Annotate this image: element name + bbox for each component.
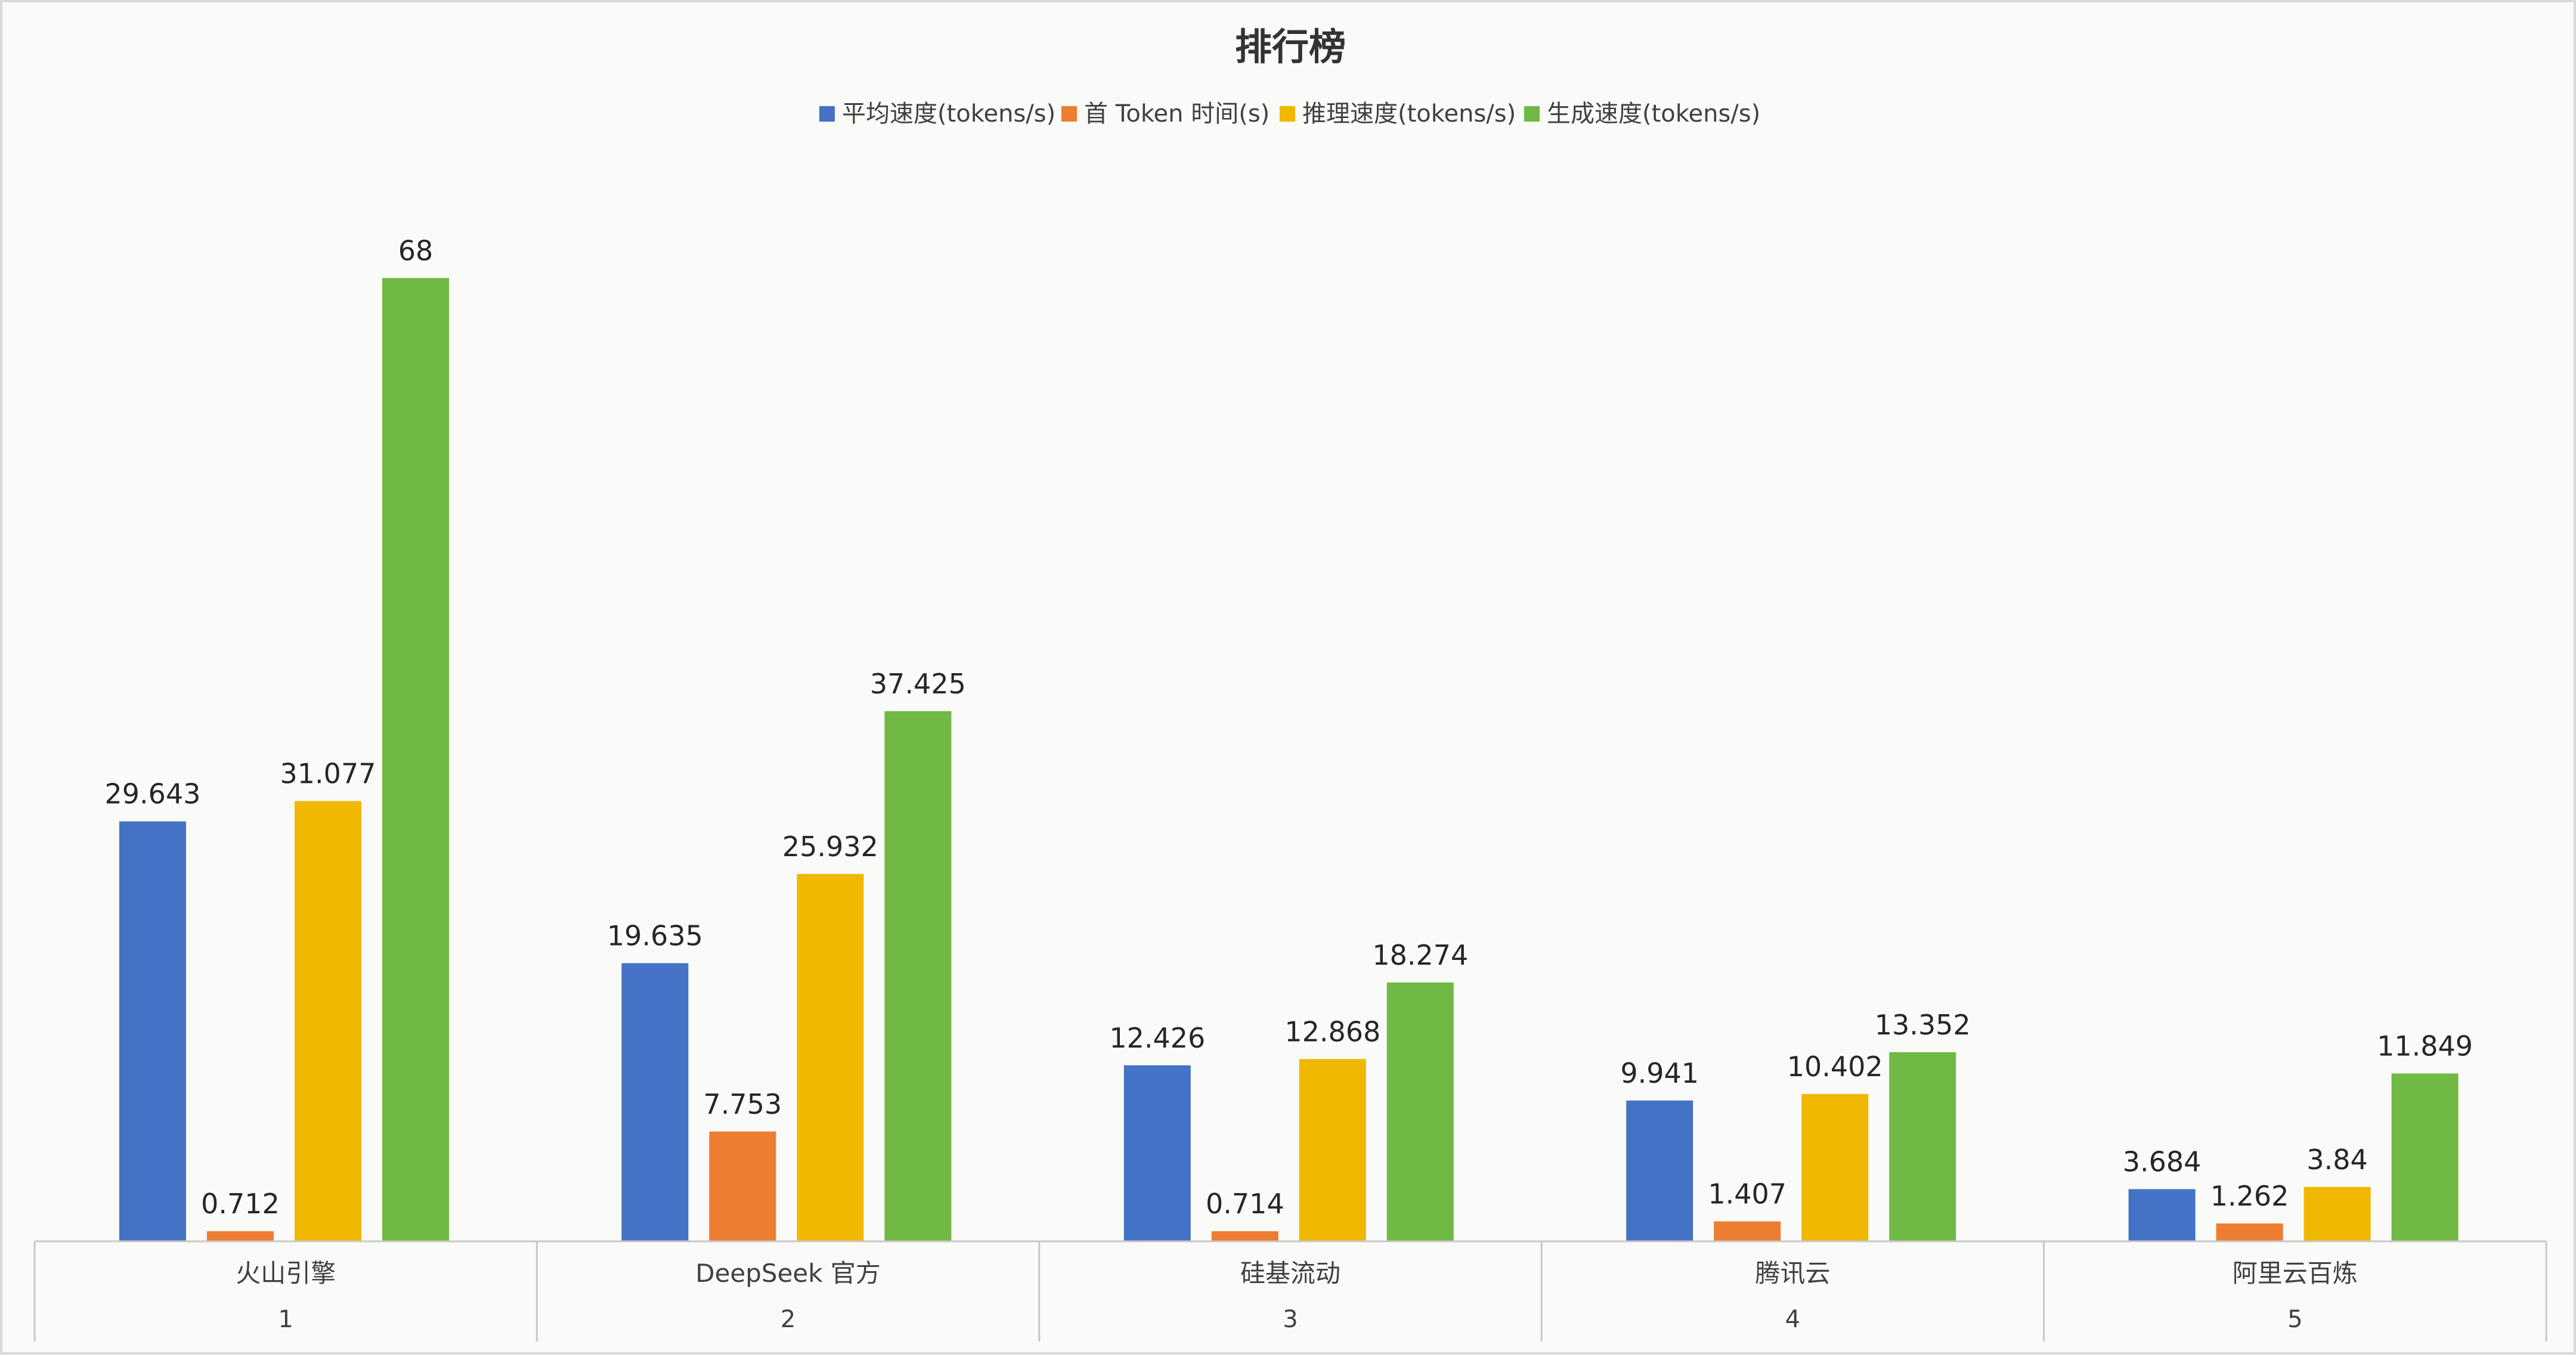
bar	[1299, 1059, 1366, 1241]
legend-swatch	[1280, 106, 1295, 122]
data-label: 7.753	[704, 1088, 782, 1120]
bar	[1386, 982, 1454, 1241]
data-label: 31.077	[280, 758, 376, 790]
legend-label: 生成速度(tokens/s)	[1547, 100, 1760, 128]
data-label: 18.274	[1372, 939, 1468, 971]
plot-area: 29.643 0.712 31.077 68 19.635 7.753 25.932 37.4…	[105, 234, 2473, 1241]
bar	[709, 1131, 776, 1241]
data-label: 10.402	[1787, 1051, 1883, 1083]
bar	[1211, 1231, 1278, 1241]
bar	[621, 963, 689, 1241]
bar	[1714, 1221, 1781, 1241]
data-label: 37.425	[870, 668, 966, 700]
data-label: 1.262	[2210, 1180, 2289, 1212]
legend: 平均速度(tokens/s) 首 Token 时间(s) 推理速度(tokens/s…	[819, 100, 1760, 128]
bar	[884, 711, 952, 1241]
data-label: 25.932	[782, 831, 878, 863]
rank-label: 2	[781, 1306, 795, 1333]
legend-swatch	[1061, 106, 1077, 122]
category-label: 硅基流动	[1240, 1259, 1340, 1288]
category-label: DeepSeek 官方	[695, 1259, 881, 1288]
bar	[295, 801, 361, 1241]
data-label: 12.426	[1109, 1022, 1205, 1054]
legend-swatch	[1524, 106, 1540, 122]
data-label: 3.684	[2123, 1145, 2202, 1178]
category-label: 阿里云百炼	[2233, 1259, 2358, 1288]
data-label: 13.352	[1875, 1009, 1971, 1041]
bar	[1801, 1093, 1869, 1241]
rank-label: 4	[1785, 1306, 1800, 1333]
chart-title: 排行榜	[1235, 25, 1346, 69]
category-label: 腾讯云	[1755, 1259, 1830, 1288]
data-label: 11.849	[2377, 1030, 2473, 1062]
bar	[1889, 1052, 1956, 1241]
legend-swatch	[819, 106, 835, 122]
category-label: 火山引擎	[236, 1259, 336, 1288]
rank-label: 1	[278, 1306, 293, 1333]
bar	[2216, 1223, 2283, 1241]
data-label: 0.712	[201, 1188, 280, 1220]
data-label: 29.643	[105, 778, 201, 810]
data-label: 19.635	[607, 919, 703, 952]
bar	[119, 821, 186, 1241]
bar	[1123, 1065, 1191, 1241]
data-label: 3.84	[2306, 1144, 2367, 1176]
bar	[797, 873, 864, 1241]
bar	[1626, 1100, 1693, 1241]
bar	[382, 278, 449, 1241]
bar	[2128, 1189, 2196, 1241]
data-label: 0.714	[1206, 1188, 1284, 1220]
legend-label: 推理速度(tokens/s)	[1302, 100, 1516, 128]
legend-label: 首 Token 时间(s)	[1084, 100, 1270, 128]
bar	[2303, 1186, 2371, 1241]
rank-label: 3	[1283, 1306, 1298, 1333]
bar	[207, 1231, 274, 1241]
data-label: 9.941	[1620, 1057, 1699, 1089]
bar	[2391, 1073, 2459, 1241]
data-label: 68	[398, 234, 434, 267]
category-axis: 火山引擎 1 DeepSeek 官方 2 硅基流动 3 腾讯云 4 阿里云百炼 5	[33, 1240, 2547, 1341]
data-label: 12.868	[1284, 1015, 1380, 1048]
data-label: 1.407	[1708, 1178, 1787, 1210]
legend-label: 平均速度(tokens/s)	[842, 100, 1055, 128]
rank-label: 5	[2287, 1306, 2302, 1333]
